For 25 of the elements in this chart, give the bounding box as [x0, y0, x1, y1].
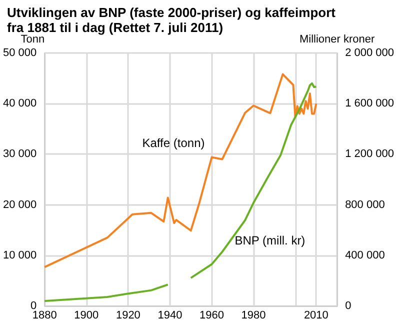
y-tick-label: 30 000 [2, 148, 37, 160]
y2-tick-label: 1 600 000 [345, 98, 394, 110]
x-tick-label: 1880 [32, 310, 57, 322]
y2-tick-label: 800 000 [345, 198, 385, 211]
x-tick-label: 1900 [74, 310, 99, 322]
x-tick-label: 2010 [304, 310, 328, 322]
y2-tick-label: 1 200 000 [345, 148, 394, 160]
x-tick-label: 1920 [116, 310, 140, 322]
series-label: Kaffe (tonn) [142, 136, 205, 150]
y2-axis-title: Millioner kroner [299, 34, 375, 46]
x-tick-label: 1980 [241, 310, 266, 322]
y-tick-label: 10 000 [2, 249, 37, 262]
y-tick-label: 40 000 [2, 98, 37, 110]
y-tick-label: 20 000 [2, 198, 37, 211]
y2-tick-label: 0 [345, 300, 352, 312]
x-tick-label: 1940 [158, 310, 182, 322]
y-tick-label: 50 000 [2, 47, 37, 59]
x-tick-label: 1960 [200, 310, 224, 322]
y-tick-label: 0 [30, 300, 37, 312]
series-label: BNP (mill. kr) [234, 233, 306, 248]
y2-tick-label: 400 000 [345, 249, 385, 262]
y2-tick-label: 2 000 000 [345, 47, 394, 59]
y-axis-title: Tonn [20, 34, 45, 46]
line-series [44, 73, 318, 268]
chart-title: Utviklingen av BNP (faste 2000-priser) og kaffeimport fra 1881 til i dag (Rettet 7. juli 2011) [7, 5, 336, 35]
